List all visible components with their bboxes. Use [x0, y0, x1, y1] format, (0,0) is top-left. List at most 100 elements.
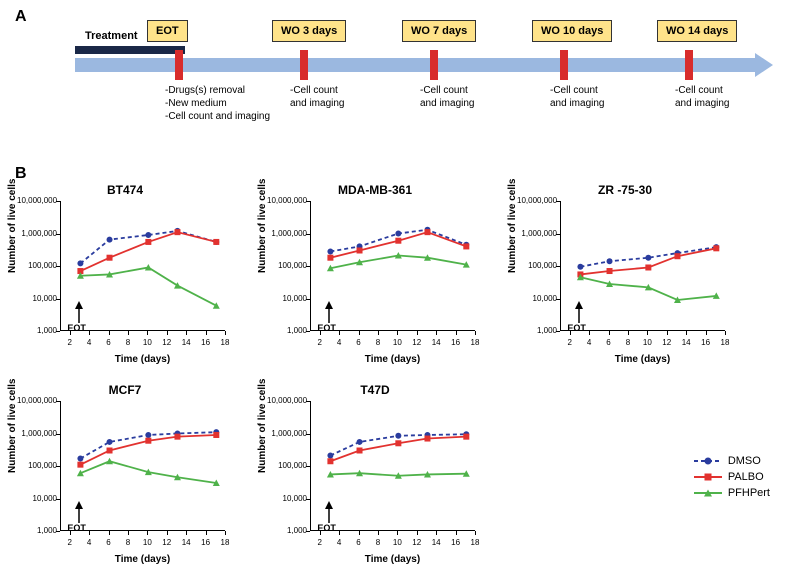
x-axis-label: Time (days)	[310, 354, 475, 365]
y-tick-label: 1,000	[17, 326, 57, 335]
y-tick-label: 100,000	[17, 261, 57, 270]
y-tick-label: 10,000,000	[267, 196, 307, 205]
x-tick-label: 6	[102, 338, 116, 347]
chart: ZR -75-30Number of live cellsTime (days)…	[515, 183, 735, 363]
y-tick-label: 1,000,000	[17, 429, 57, 438]
x-tick-label: 2	[63, 538, 77, 547]
x-tick-label: 14	[429, 338, 443, 347]
milestone-caption: -Drugs(s) removal-New medium-Cell count …	[165, 84, 275, 123]
chart: T47DNumber of live cellsTime (days)1,000…	[265, 383, 485, 563]
x-tick-label: 8	[621, 338, 635, 347]
y-tick-label: 10,000	[267, 494, 307, 503]
chart-title: MCF7	[15, 383, 235, 397]
legend-item: PFHPert	[694, 487, 770, 499]
panel-b-label: B	[15, 165, 780, 183]
x-tick-label: 6	[352, 538, 366, 547]
x-tick-label: 12	[160, 538, 174, 547]
milestone-tick	[175, 50, 183, 80]
milestone-tick	[560, 50, 568, 80]
x-tick-label: 8	[121, 538, 135, 547]
chart-title: BT474	[15, 183, 235, 197]
x-tick	[436, 531, 437, 535]
x-tick	[206, 331, 207, 335]
x-tick-label: 2	[563, 338, 577, 347]
x-tick	[456, 331, 457, 335]
x-tick-label: 2	[313, 338, 327, 347]
x-axis-label: Time (days)	[560, 354, 725, 365]
x-tick	[647, 331, 648, 335]
x-tick	[667, 331, 668, 335]
x-tick	[167, 331, 168, 335]
x-tick	[417, 331, 418, 335]
y-tick-label: 100,000	[517, 261, 557, 270]
y-axis-label: Number of live cells	[257, 379, 268, 473]
y-tick-label: 10,000,000	[517, 196, 557, 205]
x-tick-label: 12	[660, 338, 674, 347]
y-tick-label: 10,000	[267, 294, 307, 303]
x-tick-label: 14	[179, 538, 193, 547]
x-tick-label: 18	[718, 338, 732, 347]
x-tick-label: 6	[102, 538, 116, 547]
chart: BT474Number of live cellsTime (days)1,00…	[15, 183, 235, 363]
x-tick	[475, 531, 476, 535]
x-tick	[589, 331, 590, 335]
milestone-caption: -Cell countand imaging	[290, 84, 400, 110]
x-tick	[359, 331, 360, 335]
y-tick-label: 10,000,000	[17, 196, 57, 205]
x-tick-label: 14	[429, 538, 443, 547]
x-tick	[609, 331, 610, 335]
y-tick-label: 1,000	[267, 326, 307, 335]
y-tick-label: 10,000	[517, 294, 557, 303]
x-tick	[186, 331, 187, 335]
y-tick	[56, 531, 60, 532]
milestone-caption: -Cell countand imaging	[550, 84, 660, 110]
x-tick-label: 12	[410, 338, 424, 347]
eot-arrow: EOT	[71, 301, 87, 323]
y-tick-label: 10,000,000	[17, 396, 57, 405]
y-axis-label: Number of live cells	[257, 179, 268, 273]
y-tick	[306, 531, 310, 532]
x-tick	[109, 331, 110, 335]
y-axis-label: Number of live cells	[7, 379, 18, 473]
eot-arrow: EOT	[571, 301, 587, 323]
x-tick	[128, 331, 129, 335]
y-tick-label: 100,000	[17, 461, 57, 470]
eot-arrow: EOT	[321, 301, 337, 323]
x-tick-label: 18	[218, 538, 232, 547]
x-tick	[686, 331, 687, 335]
legend-label: DMSO	[728, 455, 761, 467]
x-tick-label: 10	[140, 338, 154, 347]
y-tick-label: 1,000,000	[267, 229, 307, 238]
milestone-box: WO 7 days	[402, 20, 476, 42]
treatment-label: Treatment	[85, 30, 138, 42]
legend-item: DMSO	[694, 455, 770, 467]
y-tick-label: 1,000	[17, 526, 57, 535]
x-tick-label: 16	[449, 538, 463, 547]
y-tick	[56, 331, 60, 332]
milestone-box: WO 14 days	[657, 20, 737, 42]
x-tick-label: 10	[390, 538, 404, 547]
milestone-box: WO 10 days	[532, 20, 612, 42]
x-tick	[147, 531, 148, 535]
eot-arrow: EOT	[321, 501, 337, 523]
x-tick-label: 18	[218, 338, 232, 347]
x-tick	[206, 531, 207, 535]
x-tick	[417, 531, 418, 535]
x-tick-label: 18	[468, 538, 482, 547]
x-tick	[436, 331, 437, 335]
x-tick	[167, 531, 168, 535]
x-tick	[706, 331, 707, 335]
x-tick-label: 8	[371, 538, 385, 547]
x-tick	[378, 531, 379, 535]
panel-b: B BT474Number of live cellsTime (days)1,…	[15, 165, 780, 583]
x-tick	[186, 531, 187, 535]
milestone-box: WO 3 days	[272, 20, 346, 42]
x-tick-label: 10	[140, 538, 154, 547]
x-tick-label: 8	[371, 338, 385, 347]
x-tick-label: 10	[640, 338, 654, 347]
x-tick-label: 2	[63, 338, 77, 347]
milestone-tick	[300, 50, 308, 80]
x-tick-label: 2	[313, 538, 327, 547]
y-tick-label: 1,000,000	[267, 429, 307, 438]
y-tick-label: 10,000	[17, 294, 57, 303]
